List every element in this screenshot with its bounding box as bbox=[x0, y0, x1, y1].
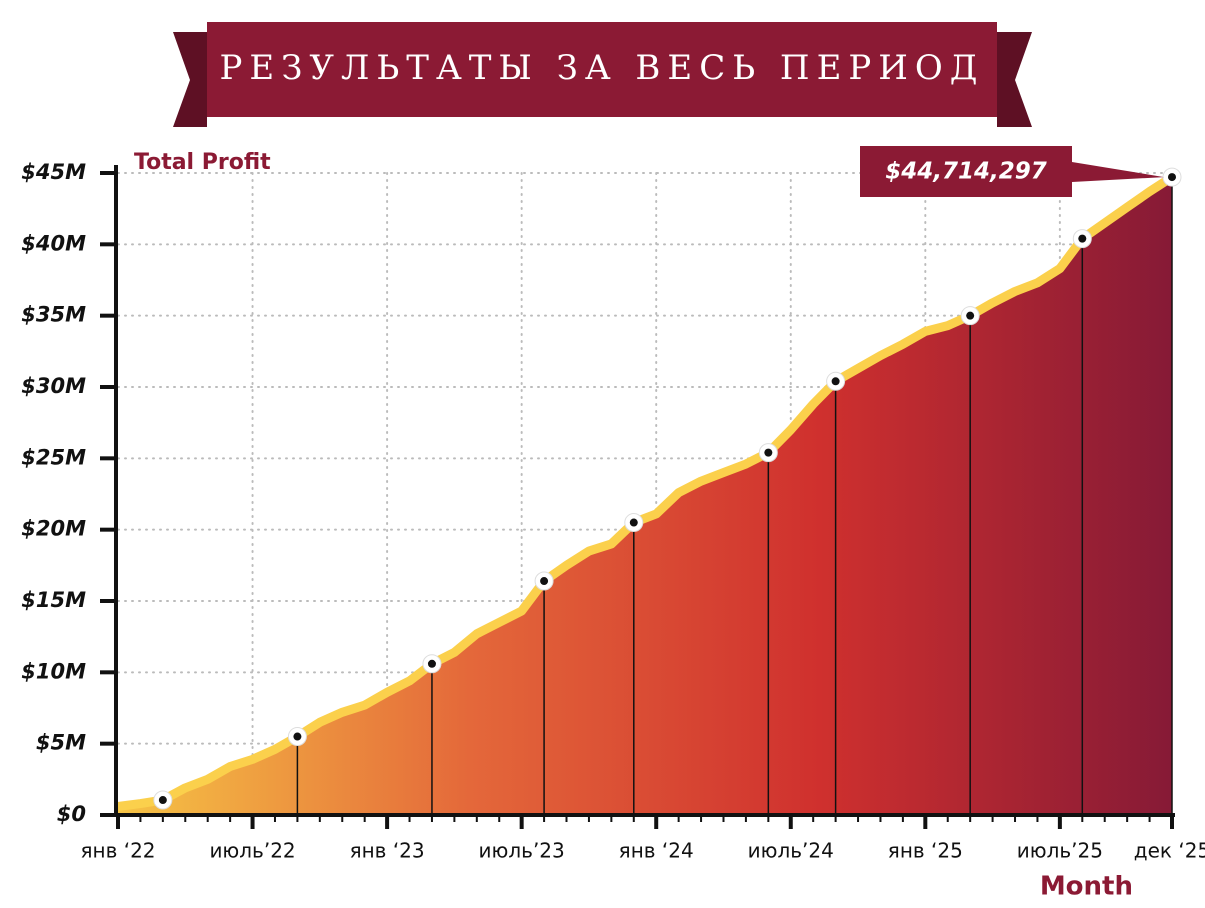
y-tick-label: $30M bbox=[21, 374, 86, 398]
y-tick-label: $25M bbox=[21, 445, 86, 469]
chart-title: РЕЗУЛЬТАТЫ ЗА ВЕСЬ ПЕРИОД bbox=[220, 48, 985, 88]
x-tick-label: дек ‘25 bbox=[1134, 839, 1205, 863]
marker-dot bbox=[427, 659, 436, 668]
y-tick-label: $35M bbox=[21, 303, 86, 327]
banner-tail bbox=[173, 32, 207, 127]
marker-dot bbox=[629, 518, 638, 527]
y-tick-label: $20M bbox=[21, 517, 86, 541]
y-tick-label: $0 bbox=[57, 802, 86, 826]
x-tick-label: июль’24 bbox=[748, 839, 834, 863]
x-tick-label: янв ‘25 bbox=[888, 839, 963, 863]
x-tick-label: янв ‘23 bbox=[350, 839, 425, 863]
x-tick-label: июль’23 bbox=[479, 839, 565, 863]
y-tick-label: $45M bbox=[21, 160, 86, 184]
value-label: $44,714,297 bbox=[885, 159, 1047, 185]
banner-tail bbox=[997, 32, 1032, 127]
area bbox=[118, 177, 1172, 815]
y-tick-label: $10M bbox=[21, 659, 86, 683]
marker-dot bbox=[540, 577, 549, 586]
marker-dot bbox=[158, 796, 167, 805]
annotation-box bbox=[860, 146, 1164, 197]
y-tick-label: $15M bbox=[21, 588, 86, 612]
marker-dot bbox=[1078, 234, 1087, 243]
marker-dot bbox=[831, 377, 840, 386]
marker-dot bbox=[293, 732, 302, 741]
x-axis-label: Month bbox=[1040, 872, 1133, 902]
marker-dot bbox=[1168, 173, 1176, 182]
y-axis-label: Total Profit bbox=[134, 150, 271, 175]
x-tick-label: янв ‘22 bbox=[80, 839, 155, 863]
x-tick-label: июль’22 bbox=[209, 839, 295, 863]
marker-dot bbox=[966, 311, 975, 320]
banner bbox=[207, 22, 997, 117]
y-tick-label: $40M bbox=[21, 231, 86, 255]
x-tick-label: июль’25 bbox=[1017, 839, 1103, 863]
y-tick-label: $5M bbox=[36, 731, 86, 755]
marker-dot bbox=[764, 448, 773, 457]
x-tick-label: янв ‘24 bbox=[619, 839, 694, 863]
